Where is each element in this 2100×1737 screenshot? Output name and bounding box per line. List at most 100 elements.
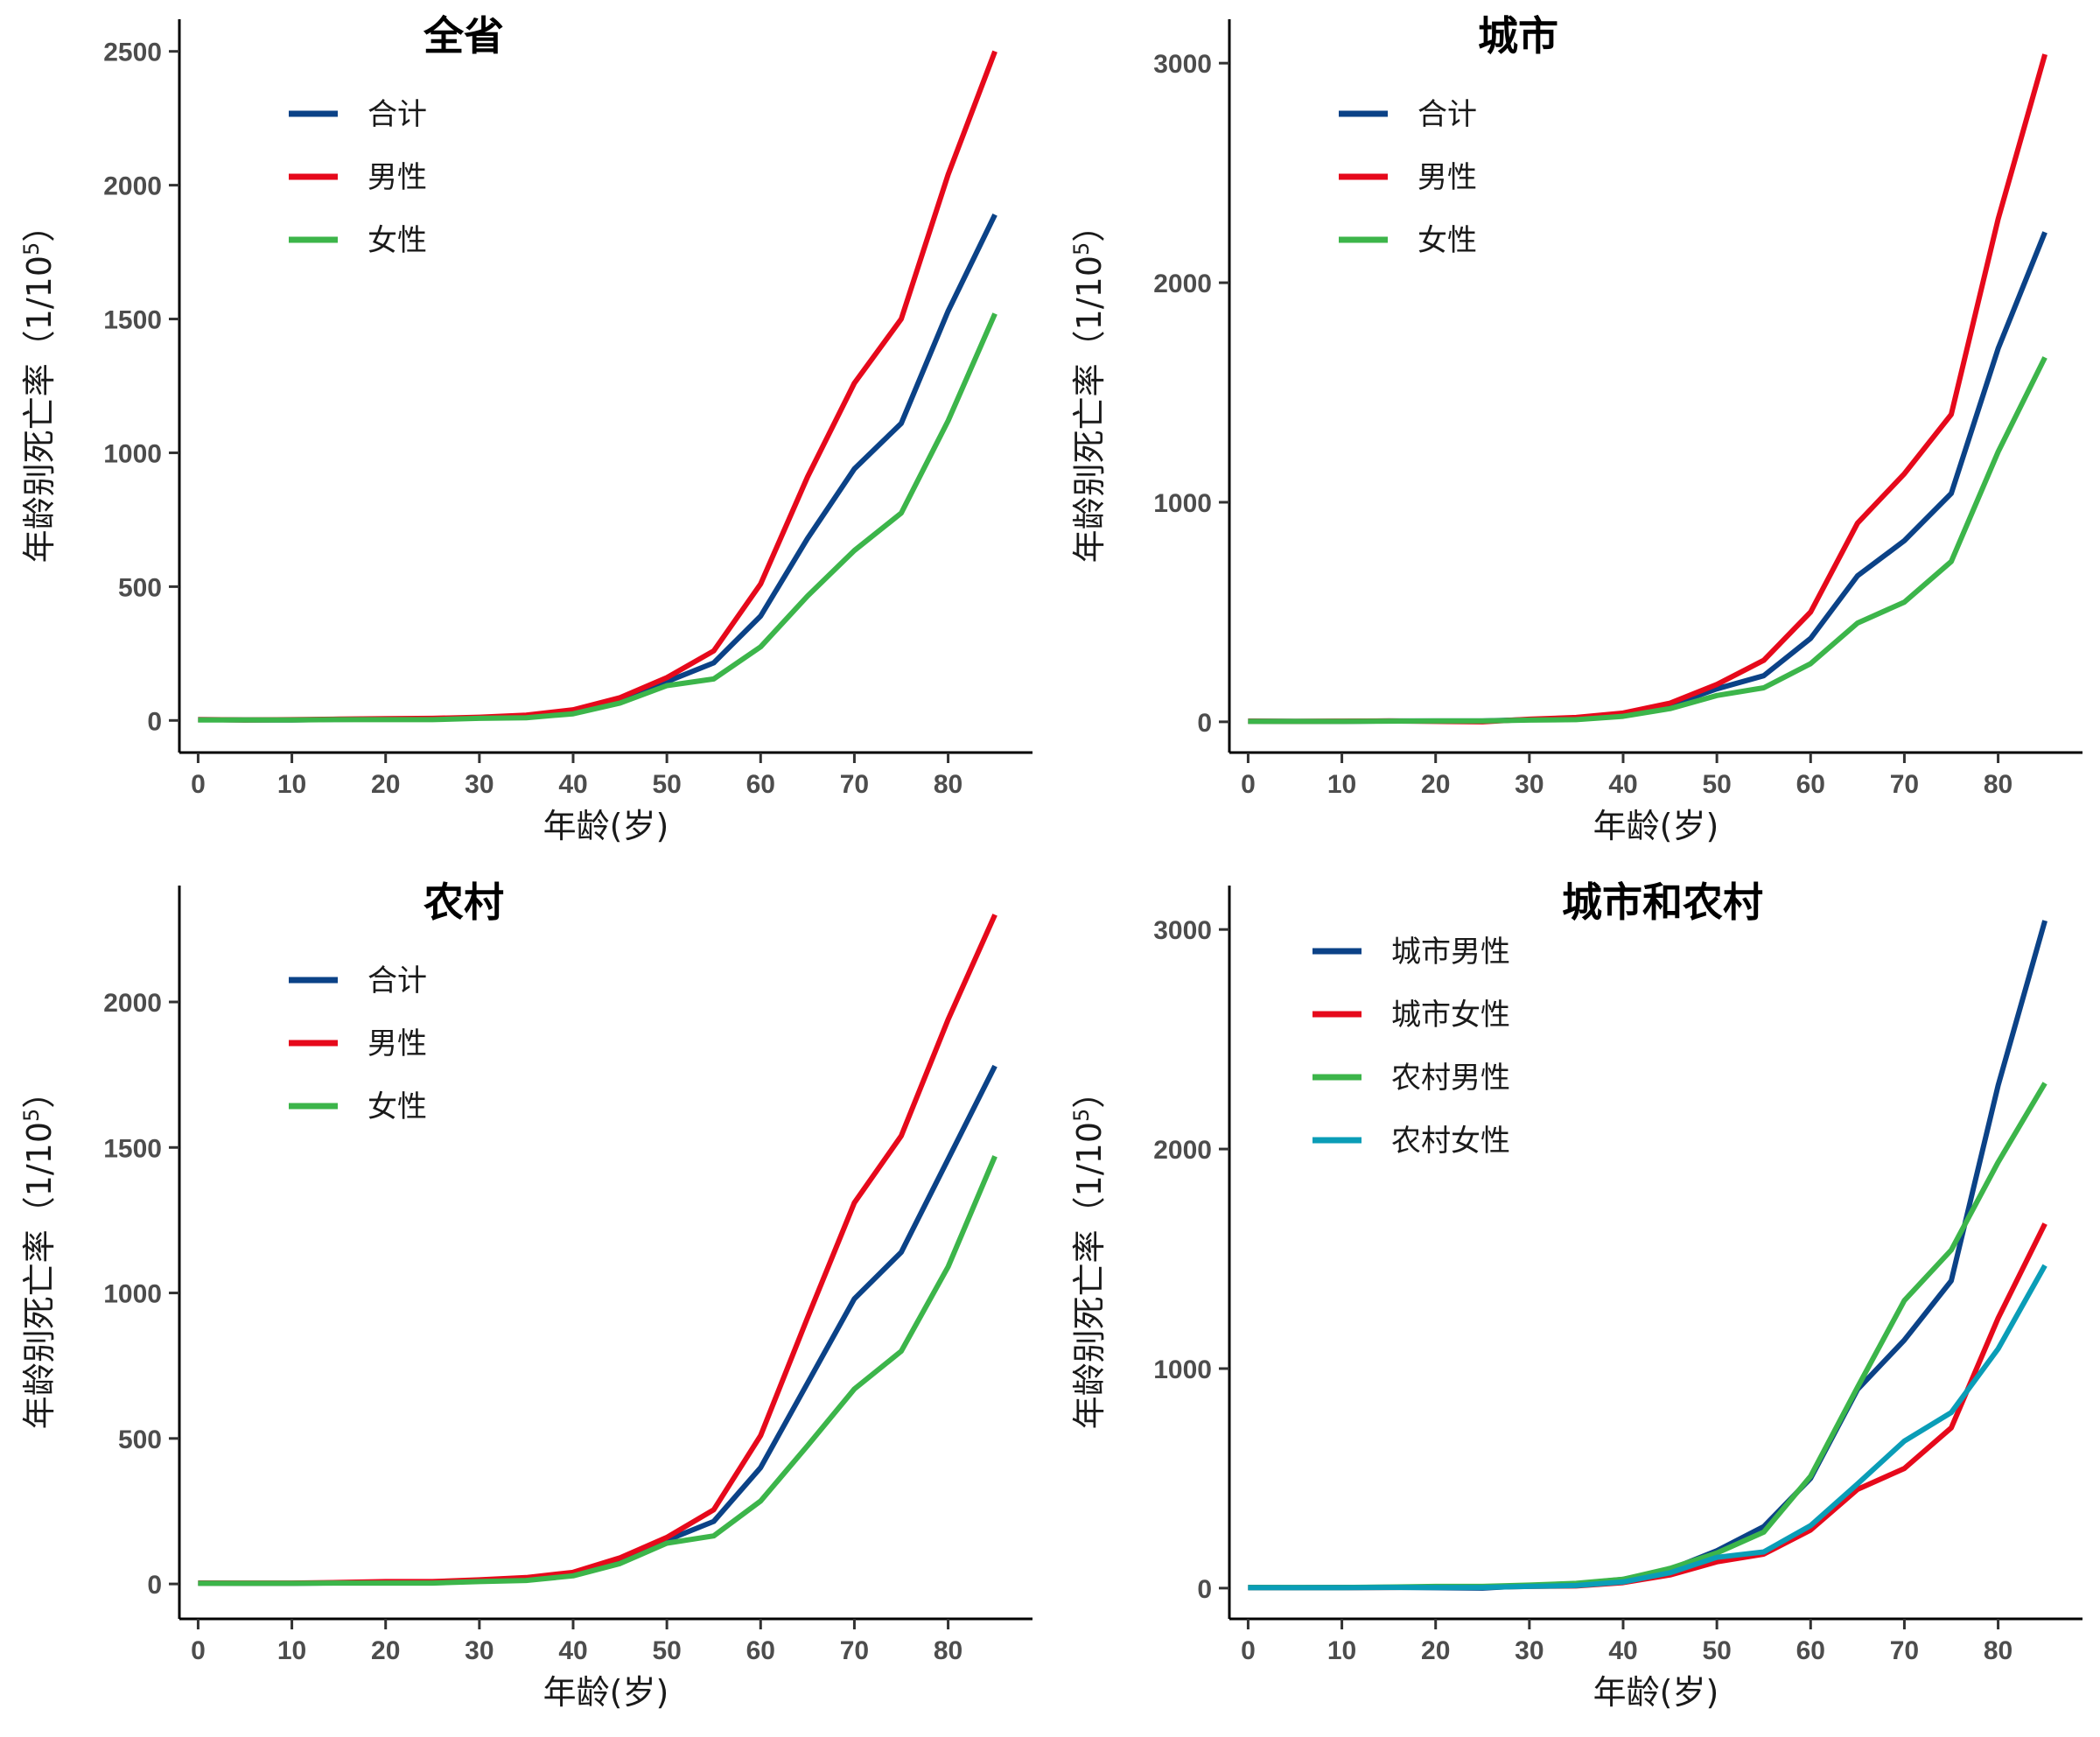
- x-tick-label: 30: [1515, 770, 1544, 799]
- series-line-3: [1248, 356, 2048, 725]
- y-tick-label: 2000: [103, 172, 162, 201]
- series-line-4: [1248, 1264, 2048, 1591]
- y-axis-title-superscript: 5: [19, 242, 44, 256]
- y-tick-label: 1000: [103, 439, 162, 468]
- series-line-3: [198, 1155, 998, 1586]
- x-tick-label: 10: [277, 770, 306, 799]
- y-tick-label: 2000: [1153, 1136, 1212, 1165]
- panel-1: 0 500 1000 1500 2000 2500 0 10 20 30 40 50 60 70 80 年龄(…: [19, 12, 1032, 845]
- x-tick-label: 70: [1890, 770, 1919, 799]
- x-tick-label: 60: [1796, 1636, 1825, 1665]
- legend-label: 合计: [1418, 97, 1477, 132]
- y-axis-title: 年龄别死亡率（1/105）: [19, 1075, 59, 1430]
- y-tick-label: 1000: [103, 1280, 162, 1309]
- y-tick-label: 0: [147, 1571, 162, 1600]
- y-tick-label: 0: [147, 707, 162, 736]
- panel-3: 0 500 1000 1500 2000 0 10 20 30 40 50 60 70 80 年龄(岁) 年龄…: [19, 879, 1032, 1712]
- legend-label: 女性: [368, 1089, 427, 1124]
- y-tick-label: 2000: [1153, 270, 1212, 298]
- series-line-3: [198, 312, 998, 723]
- x-tick-label: 50: [1702, 1636, 1731, 1665]
- x-tick-label: 0: [191, 770, 206, 799]
- legend-label: 合计: [368, 97, 427, 132]
- x-tick-label: 50: [652, 770, 681, 799]
- panel-title: 农村: [424, 879, 504, 926]
- legend-label: 男性: [368, 1026, 427, 1061]
- series-line-1: [198, 213, 998, 723]
- y-tick-label: 0: [1197, 709, 1212, 738]
- legend-label: 男性: [1418, 160, 1477, 195]
- y-tick-label: 1000: [1153, 489, 1212, 518]
- x-tick-label: 40: [558, 770, 587, 799]
- x-axis-title: 年龄(岁): [543, 1673, 669, 1712]
- series-line-1: [1248, 231, 2048, 725]
- legend-label: 女性: [368, 223, 427, 258]
- y-tick-label: 3000: [1153, 50, 1212, 79]
- x-tick-label: 40: [1608, 770, 1637, 799]
- y-axis-title-superscript: 5: [1069, 1109, 1094, 1122]
- series-line-2: [1248, 53, 2048, 725]
- x-tick-label: 10: [1327, 1636, 1356, 1665]
- y-axis-title-superscript: 5: [1069, 242, 1094, 256]
- x-tick-label: 20: [1421, 1636, 1450, 1665]
- x-tick-label: 80: [934, 770, 962, 799]
- x-tick-label: 30: [465, 770, 494, 799]
- x-tick-label: 70: [840, 1636, 869, 1665]
- legend-label: 农村男性: [1391, 1061, 1510, 1096]
- y-tick-label: 500: [118, 1425, 162, 1454]
- y-tick-label: 0: [1197, 1575, 1212, 1604]
- x-tick-label: 0: [1241, 770, 1256, 799]
- panel-2: 0 1000 2000 3000 0 10 20 30 40 50 60 70 80 年龄(岁) 年龄别死亡…: [1069, 12, 2082, 845]
- legend-label: 城市男性: [1391, 935, 1510, 970]
- y-tick-label: 3000: [1153, 916, 1212, 945]
- x-tick-label: 70: [840, 770, 869, 799]
- x-tick-label: 70: [1890, 1636, 1919, 1665]
- x-tick-label: 80: [934, 1636, 962, 1665]
- panel-4: 0 1000 2000 3000 0 10 20 30 40 50 60 70 80 年龄(岁) 年龄别死亡…: [1069, 879, 2082, 1712]
- series-line-3: [1248, 1082, 2048, 1591]
- legend-label: 农村女性: [1391, 1124, 1510, 1159]
- y-tick-label: 1500: [103, 306, 162, 335]
- y-tick-label: 500: [118, 573, 162, 602]
- x-tick-label: 0: [191, 1636, 206, 1665]
- legend-label: 女性: [1418, 223, 1477, 258]
- x-tick-label: 20: [371, 1636, 400, 1665]
- legend-label: 城市女性: [1391, 998, 1510, 1033]
- x-tick-label: 80: [1984, 1636, 2012, 1665]
- y-axis-title-superscript: 5: [19, 1109, 44, 1122]
- x-tick-label: 20: [371, 770, 400, 799]
- x-tick-label: 20: [1421, 770, 1450, 799]
- x-tick-label: 30: [1515, 1636, 1544, 1665]
- y-tick-label: 1500: [103, 1134, 162, 1163]
- y-axis-title: 年龄别死亡率（1/105）: [19, 209, 59, 564]
- x-tick-label: 50: [652, 1636, 681, 1665]
- x-tick-label: 60: [746, 1636, 775, 1665]
- legend-label: 合计: [368, 963, 427, 998]
- y-tick-label: 2000: [103, 989, 162, 1018]
- x-tick-label: 10: [277, 1636, 306, 1665]
- y-axis-title: 年龄别死亡率（1/105）: [1069, 209, 1109, 564]
- x-tick-label: 60: [1796, 770, 1825, 799]
- x-tick-label: 80: [1984, 770, 2012, 799]
- series-line-2: [198, 914, 998, 1586]
- series-line-2: [198, 50, 998, 723]
- y-tick-label: 2500: [103, 39, 162, 67]
- x-tick-label: 60: [746, 770, 775, 799]
- panel-title: 全省: [423, 12, 504, 60]
- x-tick-label: 0: [1241, 1636, 1256, 1665]
- x-axis-title: 年龄(岁): [1593, 1673, 1719, 1712]
- legend-label: 男性: [368, 160, 427, 195]
- panel-title: 城市和农村: [1562, 879, 1763, 926]
- x-axis-title: 年龄(岁): [1593, 807, 1719, 845]
- x-tick-label: 40: [558, 1636, 587, 1665]
- y-tick-label: 1000: [1153, 1355, 1212, 1384]
- series-line-1: [1248, 920, 2048, 1591]
- x-tick-label: 40: [1608, 1636, 1637, 1665]
- series-line-1: [198, 1064, 998, 1586]
- x-tick-label: 30: [465, 1636, 494, 1665]
